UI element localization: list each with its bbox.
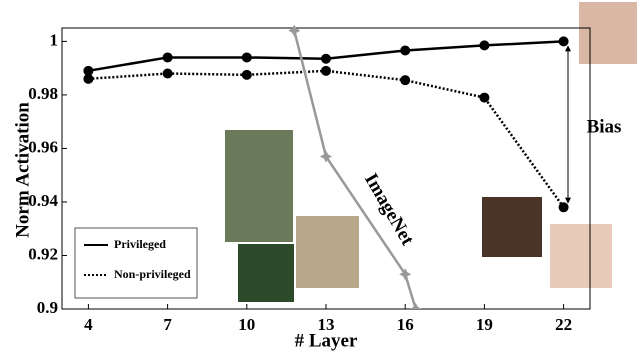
y-tick-label: 0.92 <box>28 244 58 263</box>
point <box>162 52 173 63</box>
legend-label: Non-privileged <box>114 267 191 281</box>
x-tick-label: 4 <box>84 315 93 334</box>
photo <box>296 216 359 288</box>
y-axis-label: Norm Activation <box>12 102 33 238</box>
point <box>399 268 412 281</box>
x-tick-label: 10 <box>238 315 255 334</box>
point <box>241 69 252 80</box>
point <box>479 92 490 103</box>
photo <box>225 130 293 242</box>
x-tick-label: 7 <box>163 315 172 334</box>
photo <box>579 2 637 64</box>
y-tick-label: 0.9 <box>37 298 58 317</box>
y-tick-label: 0.96 <box>28 137 58 156</box>
point <box>558 36 569 47</box>
legend: Privileged Non-privileged <box>74 227 198 299</box>
point <box>83 73 94 84</box>
point <box>400 75 411 86</box>
legend-label: Privileged <box>114 237 166 251</box>
photo <box>482 197 542 257</box>
point <box>400 45 411 56</box>
point <box>321 65 331 76</box>
photo <box>238 244 294 302</box>
point <box>479 40 490 51</box>
y-tick-label: 0.98 <box>28 84 58 103</box>
y-tick-label: 0.94 <box>28 191 58 210</box>
x-tick-label: 16 <box>397 315 414 334</box>
point <box>288 24 301 37</box>
point <box>162 68 173 79</box>
point <box>83 65 94 76</box>
legend-box <box>74 227 198 299</box>
photo <box>550 224 612 288</box>
x-tick-label: 22 <box>555 315 572 334</box>
x-tick-label: 19 <box>476 315 493 334</box>
point <box>320 150 332 163</box>
series-line <box>88 69 565 209</box>
point <box>409 303 422 309</box>
point <box>321 53 331 64</box>
x-tick-label: 13 <box>318 315 335 334</box>
x-axis-label: # Layer <box>295 330 358 351</box>
point <box>558 202 569 213</box>
series-label: ImageNet <box>360 170 418 250</box>
y-tick-label: 1 <box>50 30 59 49</box>
series-line <box>293 30 417 309</box>
point <box>241 52 252 63</box>
annotation: Bias <box>587 116 622 137</box>
